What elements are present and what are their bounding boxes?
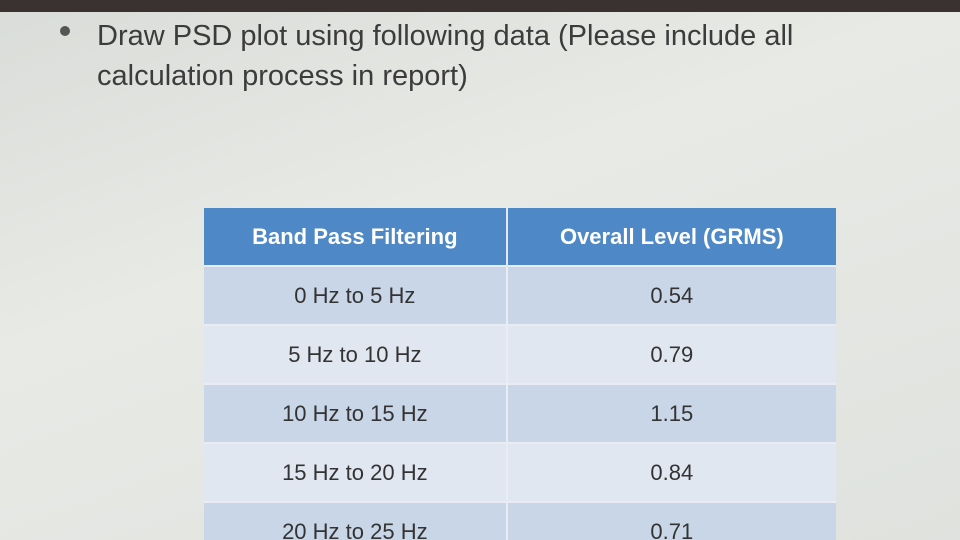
table-row: 0 Hz to 5 Hz 0.54: [204, 265, 836, 325]
band-cell: 20 Hz to 25 Hz: [204, 501, 508, 540]
header-cell: Overall Level (GRMS): [506, 208, 836, 266]
table-row: 5 Hz to 10 Hz 0.79: [204, 324, 836, 384]
header-cell: Band Pass Filtering: [204, 208, 508, 266]
level-cell: 1.15: [506, 383, 836, 443]
table-header: Band Pass Filtering Overall Level (GRMS): [204, 208, 836, 266]
band-cell: 10 Hz to 15 Hz: [204, 383, 508, 443]
level-cell: 0.84: [506, 442, 836, 502]
level-cell: 0.79: [506, 324, 836, 384]
bullet-dot: [60, 26, 70, 36]
table-row: 20 Hz to 25 Hz 0.71: [204, 501, 836, 540]
table-row: 15 Hz to 20 Hz 0.84: [204, 442, 836, 502]
level-cell: 0.71: [506, 501, 836, 540]
table-body: 0 Hz to 5 Hz 0.54 5 Hz to 10 Hz 0.79 10 Hz t…: [204, 265, 836, 540]
level-cell: 0.54: [506, 265, 836, 325]
bullet-text: Draw PSD plot using following data (Plea…: [97, 20, 794, 92]
window-bar: [0, 0, 960, 12]
table-row: 10 Hz to 15 Hz 1.15: [204, 383, 836, 443]
band-cell: 0 Hz to 5 Hz: [204, 265, 508, 325]
data-table: Band Pass Filtering Overall Level (GRMS) …: [204, 208, 836, 540]
band-cell: 5 Hz to 10 Hz: [204, 324, 508, 384]
band-cell: 15 Hz to 20 Hz: [204, 442, 508, 502]
